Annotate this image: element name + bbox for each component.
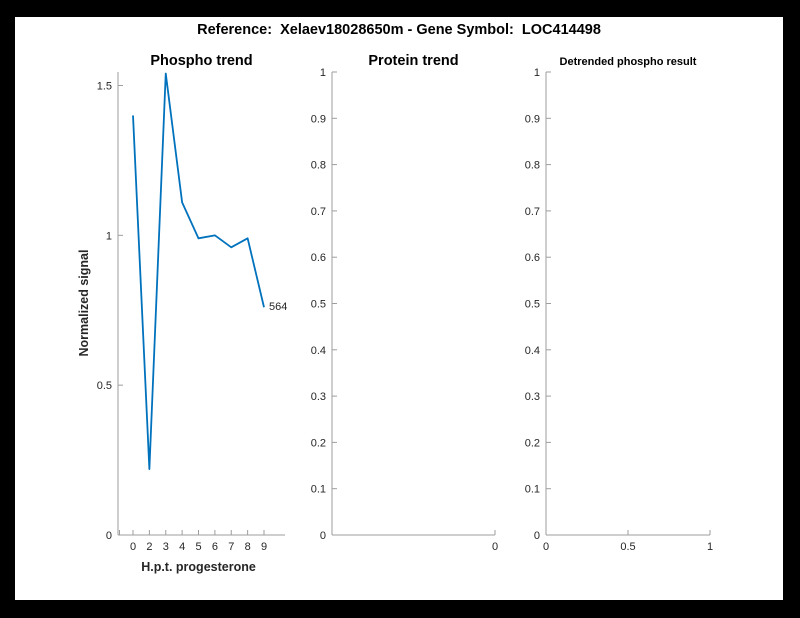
s3-x-tick-label: 0 xyxy=(543,541,549,553)
figure-title: Reference: Xelaev18028650m - Gene Symbol… xyxy=(197,22,601,38)
s1-y-axis-title: Normalized signal xyxy=(77,250,91,357)
s3-y-tick-label: 0.3 xyxy=(525,391,540,403)
s1-x-tick-label: 0 xyxy=(130,541,136,553)
s1-y-tick-label: 1.5 xyxy=(97,80,112,92)
s3-y-tick-label: 0.1 xyxy=(525,484,540,496)
s3-y-tick-label: 0.4 xyxy=(525,345,540,357)
s3-y-tick-label: 0.7 xyxy=(525,206,540,218)
s1-title: Phospho trend xyxy=(150,53,252,69)
s3-y-tick-label: 0.6 xyxy=(525,252,540,264)
s2-y-tick-label: 0 xyxy=(320,530,326,542)
s1-y-tick-label: 0.5 xyxy=(97,380,112,392)
s3-y-tick-label: 0 xyxy=(534,530,540,542)
s1-x-axis-title: H.p.t. progesterone xyxy=(141,560,256,574)
s1-y-tick-label: 1 xyxy=(106,230,112,242)
s3-y-tick-label: 0.5 xyxy=(525,299,540,311)
s1-trend-line xyxy=(132,72,265,470)
s3-y-tick-label: 0.2 xyxy=(525,437,540,449)
s1-x-tick-label: 2 xyxy=(146,541,152,553)
s1-x-tick-label: 3 xyxy=(163,541,169,553)
s1-x-tick-label: 8 xyxy=(245,541,251,553)
s1-y-tick-label: 0 xyxy=(106,530,112,542)
s2-y-tick-label: 1 xyxy=(320,67,326,79)
s1-x-tick-label: 7 xyxy=(228,541,234,553)
s3-title: Detrended phospho result xyxy=(560,56,697,68)
s2-y-tick-label: 0.5 xyxy=(311,299,326,311)
s3-x-tick-label: 1 xyxy=(707,541,713,553)
s2-title: Protein trend xyxy=(368,53,458,69)
s2-y-tick-label: 0.9 xyxy=(311,113,326,125)
s1-x-tick-label: 4 xyxy=(179,541,185,553)
s2-y-tick-label: 0.3 xyxy=(311,391,326,403)
s2-y-tick-label: 0.4 xyxy=(311,345,326,357)
s2-y-tick-label: 0.8 xyxy=(311,160,326,172)
s2-y-tick-label: 0.2 xyxy=(311,437,326,449)
s3-x-tick-label: 0.5 xyxy=(620,541,635,553)
s3-y-tick-label: 0.8 xyxy=(525,160,540,172)
s3-y-tick-label: 0.9 xyxy=(525,113,540,125)
s2-y-tick-label: 0.7 xyxy=(311,206,326,218)
figure-canvas: Reference: Xelaev18028650m - Gene Symbol… xyxy=(15,17,783,600)
s1-end-point-label: 564 xyxy=(269,301,287,313)
s2-y-tick-label: 0.6 xyxy=(311,252,326,264)
s1-x-tick-label: 5 xyxy=(195,541,201,553)
s1-x-tick-label: 9 xyxy=(261,541,267,553)
s1-x-tick-label: 6 xyxy=(212,541,218,553)
s2-x-tick-label: 0 xyxy=(492,541,498,553)
s3-y-tick-label: 1 xyxy=(534,67,540,79)
s2-y-tick-label: 0.1 xyxy=(311,484,326,496)
